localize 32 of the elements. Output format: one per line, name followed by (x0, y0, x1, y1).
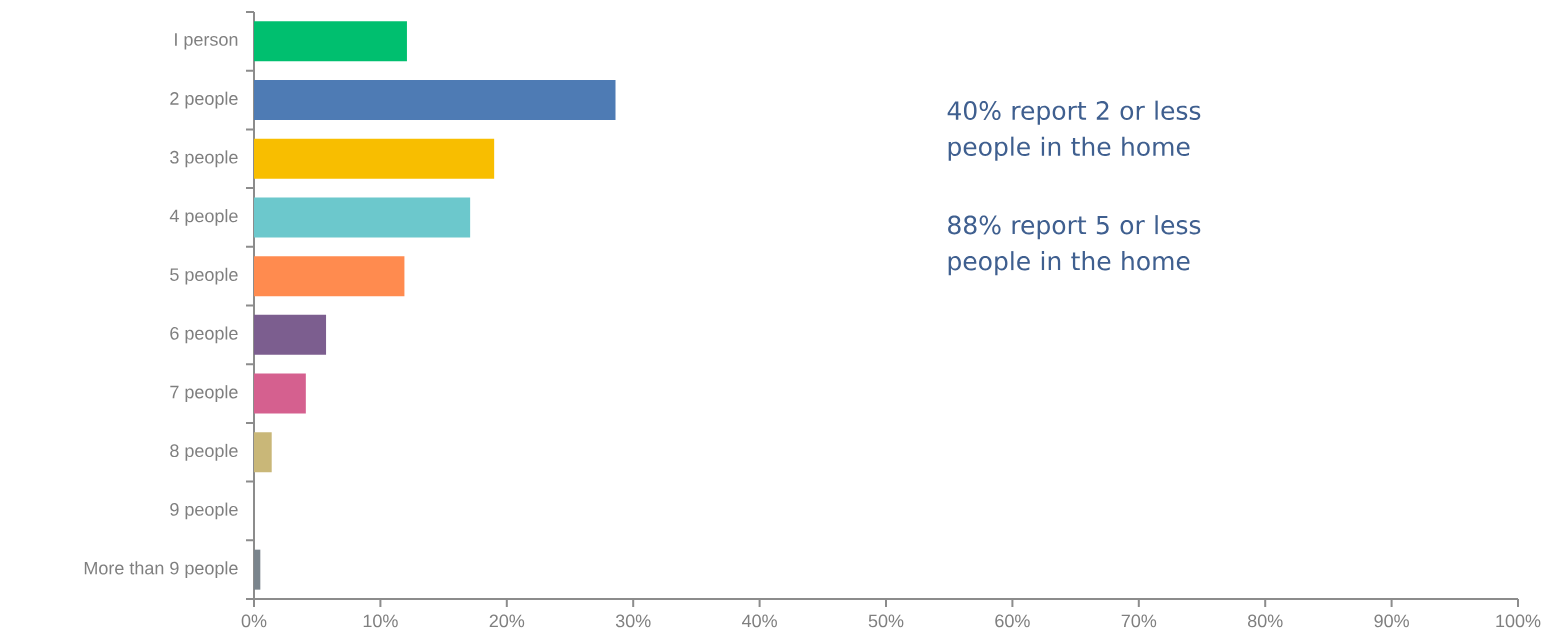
bar (254, 314, 327, 355)
x-tick-label: 70% (1121, 614, 1157, 628)
x-tick-label: 60% (995, 614, 1030, 628)
x-tick-label: 40% (742, 614, 777, 628)
x-tick-label: 80% (1247, 614, 1283, 628)
x-tick-label: 30% (615, 614, 651, 628)
bar (254, 549, 261, 590)
bar (254, 21, 407, 62)
x-tick-label: 100% (1496, 614, 1541, 628)
x-tick-label: 20% (489, 614, 525, 628)
y-tick-label: 9 people (170, 502, 238, 520)
bar (254, 138, 495, 179)
x-tick-label: 10% (363, 614, 398, 628)
bar (254, 80, 616, 121)
bar (254, 432, 272, 473)
y-tick-label: More than 9 people (84, 561, 238, 579)
y-tick-label: 6 people (170, 326, 238, 344)
bar (254, 373, 306, 414)
bar (254, 197, 471, 238)
x-tick-label: 50% (868, 614, 904, 628)
y-tick-label: 4 people (169, 209, 238, 226)
x-tick-label: 90% (1374, 614, 1409, 628)
y-tick-label: I person (175, 33, 238, 50)
bar (254, 256, 405, 297)
y-tick-label: 8 people (170, 443, 238, 461)
y-tick-label: 3 people (170, 150, 238, 168)
y-tick-label: 2 people (170, 91, 238, 109)
annotation: 88% report 5 or less people in the home (948, 215, 1201, 276)
annotation: 40% report 2 or less people in the home (947, 100, 1201, 161)
y-tick-label: 7 people (170, 385, 238, 402)
x-tick-label: 0% (241, 614, 267, 628)
y-tick-label: 5 people (170, 267, 238, 285)
